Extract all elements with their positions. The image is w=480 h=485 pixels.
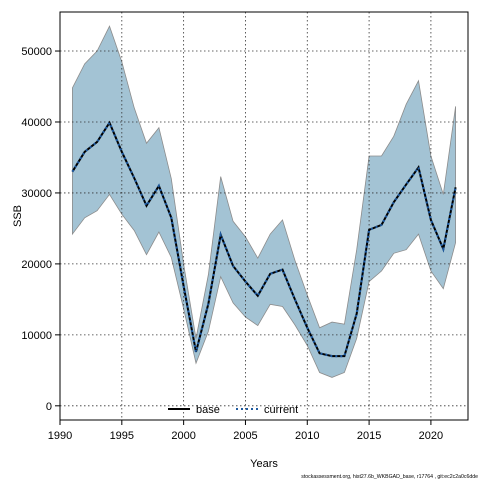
- x-tick-label: 2000: [171, 430, 195, 442]
- plot-frame: [59, 11, 469, 421]
- x-tick-label: 1995: [110, 430, 134, 442]
- y-tick-label: 20000: [21, 259, 52, 271]
- series-line-current: [71, 120, 457, 358]
- legend-label-base: base: [196, 404, 220, 416]
- legend: base current: [168, 404, 298, 416]
- x-tick-label: 2015: [357, 430, 381, 442]
- legend-label-current: current: [264, 404, 298, 416]
- x-tick-label: 2005: [233, 430, 257, 442]
- x-tick-label: 2020: [419, 430, 443, 442]
- confidence-band: [72, 25, 457, 378]
- y-tick-label: 10000: [21, 330, 52, 342]
- y-axis-label: SSB: [12, 205, 24, 227]
- x-tick-label: 2010: [295, 430, 319, 442]
- x-tick-label: 1990: [48, 430, 72, 442]
- y-tick-label: 40000: [21, 117, 52, 129]
- y-tick-label: 50000: [21, 46, 52, 58]
- x-axis-label: Years: [250, 458, 278, 470]
- y-tick-label: 30000: [21, 188, 52, 200]
- footnote: stockassessment.org, hist27.6b_WKBGAD_ba…: [301, 474, 478, 480]
- y-tick-label: 0: [46, 401, 52, 413]
